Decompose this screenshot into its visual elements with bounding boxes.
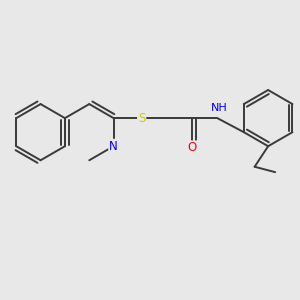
Text: O: O [188,141,197,154]
Text: S: S [138,112,146,124]
Text: NH: NH [211,103,227,113]
Text: N: N [109,140,118,153]
